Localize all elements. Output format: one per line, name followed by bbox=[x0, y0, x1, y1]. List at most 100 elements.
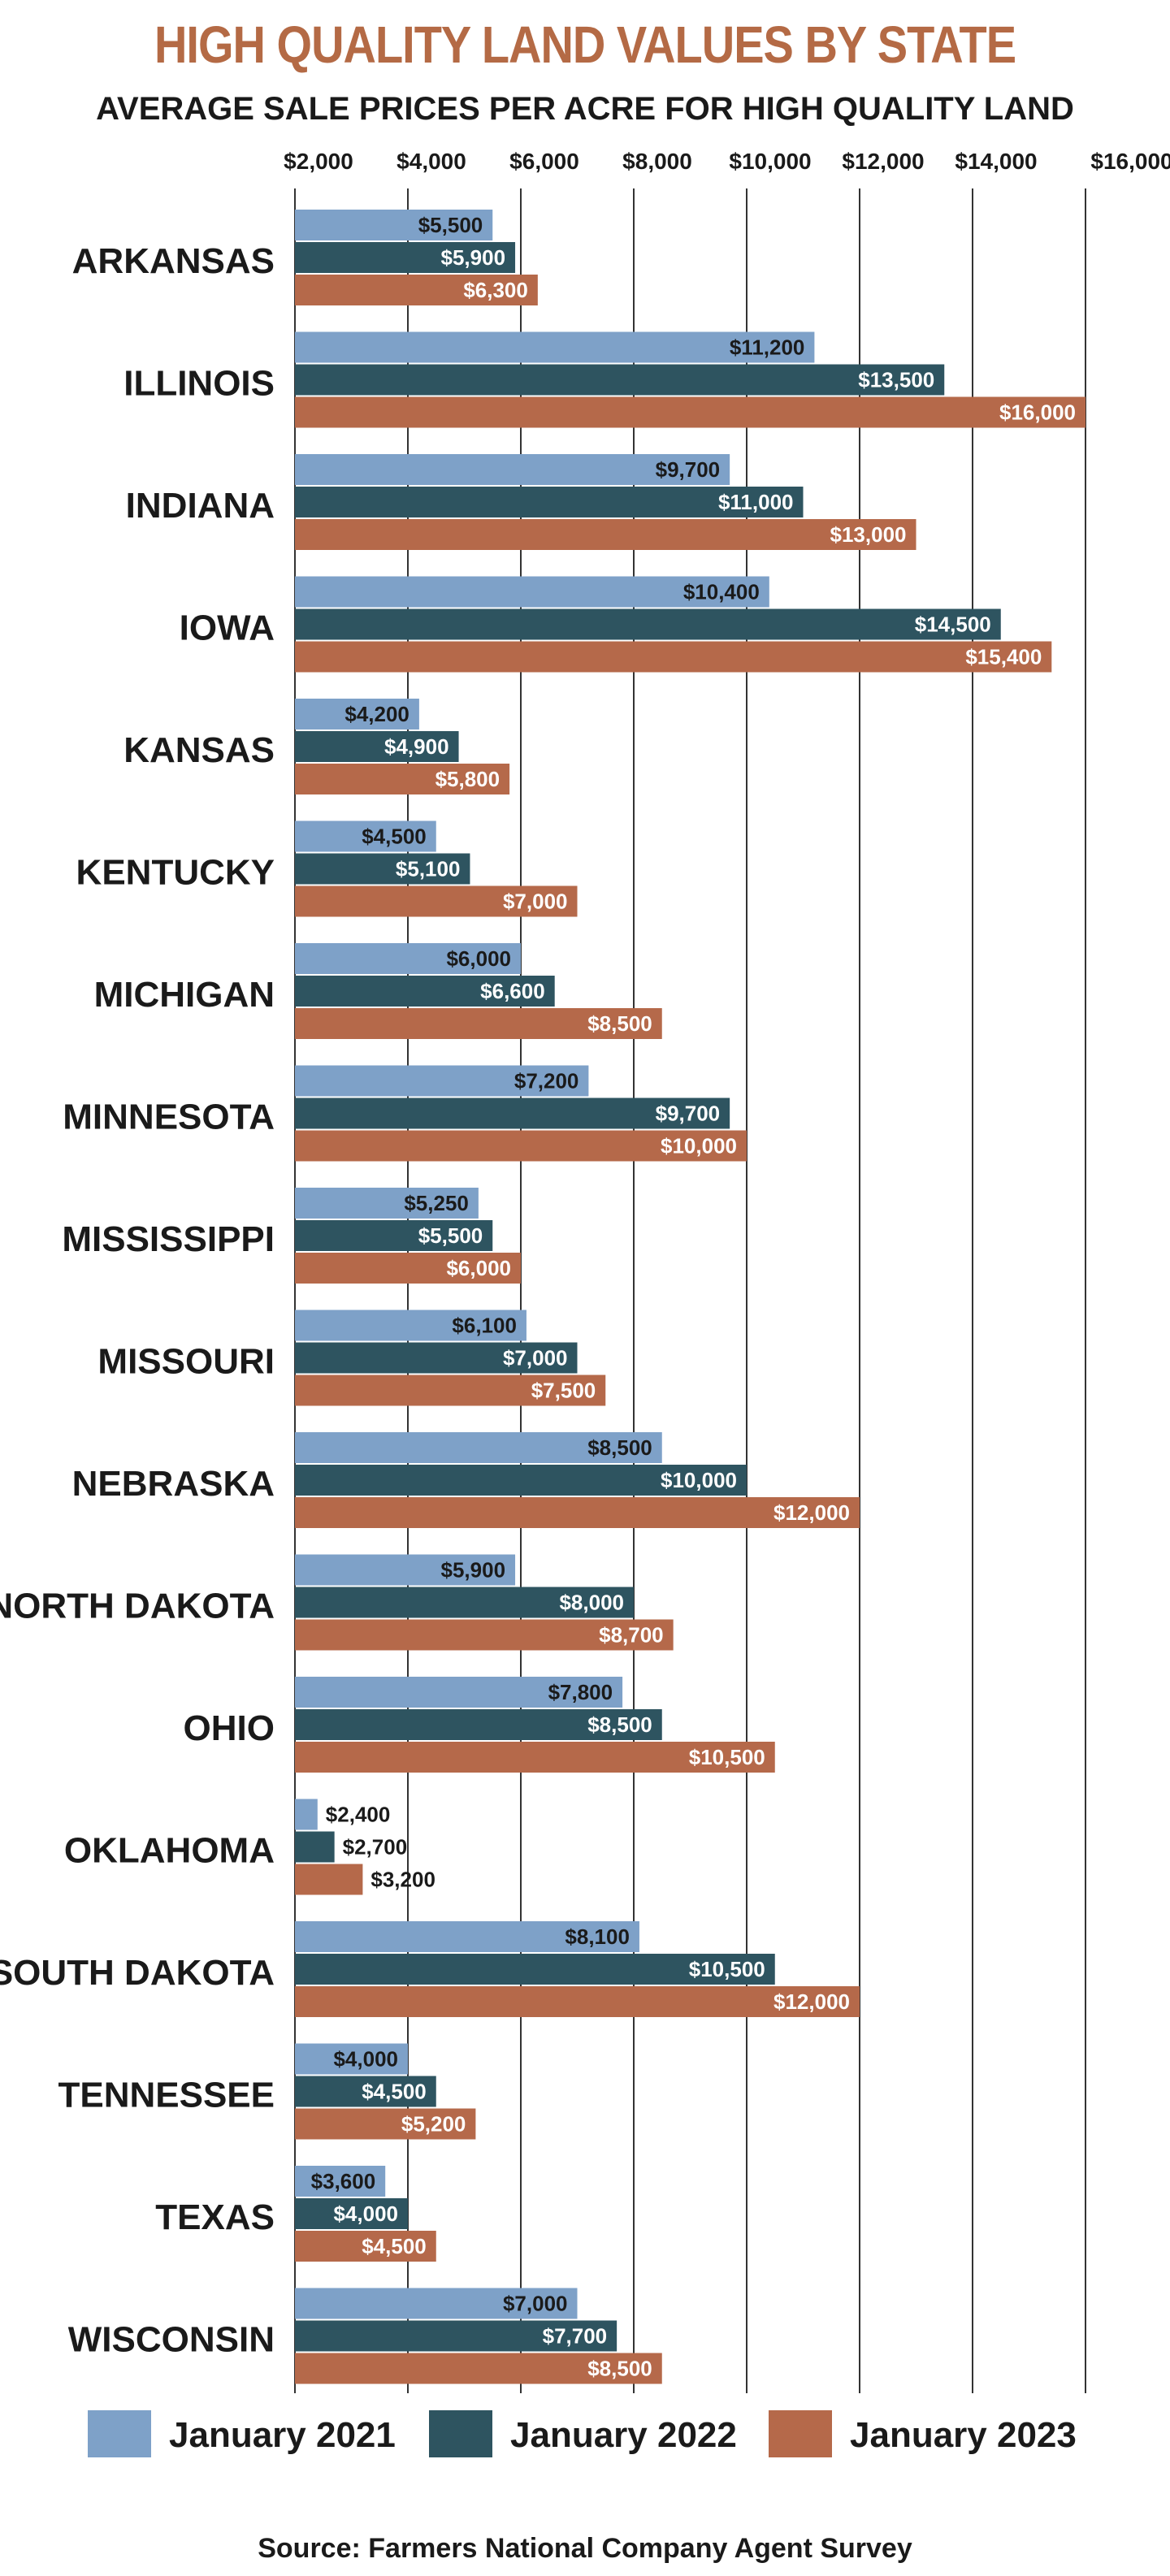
bar bbox=[295, 764, 510, 794]
bar bbox=[295, 641, 1052, 673]
data-label: $11,200 bbox=[730, 336, 805, 360]
state-label: INDIANA bbox=[126, 486, 275, 526]
bar bbox=[295, 820, 436, 852]
gridlines bbox=[294, 188, 1086, 2393]
bar bbox=[295, 1432, 662, 1463]
data-label: $5,900 bbox=[441, 245, 506, 270]
data-label: $5,800 bbox=[436, 767, 500, 791]
bar bbox=[295, 1342, 578, 1374]
bar bbox=[295, 364, 945, 396]
data-label: $6,300 bbox=[463, 278, 528, 302]
x-tick-label: $8,000 bbox=[622, 149, 692, 174]
chart-subtitle: AVERAGE SALE PRICES PER ACRE FOR HIGH QU… bbox=[96, 91, 1074, 127]
x-tick-labels: $2,000 $4,000 $6,000 $8,000 $10,000 $12,000 $1… bbox=[284, 149, 1170, 174]
data-label: $4,900 bbox=[384, 734, 449, 759]
data-label: $8,500 bbox=[587, 1712, 652, 1737]
legend-label: January 2022 bbox=[510, 2415, 737, 2455]
data-label: $5,900 bbox=[441, 1558, 506, 1582]
data-label: $5,200 bbox=[401, 2112, 466, 2137]
data-label: $8,000 bbox=[559, 1591, 624, 1615]
legend-label: January 2023 bbox=[850, 2415, 1077, 2455]
data-label: $15,400 bbox=[965, 645, 1042, 669]
data-label: $7,200 bbox=[514, 1069, 579, 1093]
data-label: $6,000 bbox=[446, 946, 511, 971]
bar bbox=[295, 2288, 578, 2319]
bar bbox=[295, 853, 470, 885]
bar bbox=[295, 2166, 386, 2197]
state-label: OKLAHOMA bbox=[64, 1831, 275, 1871]
bar bbox=[295, 1742, 775, 1773]
bar bbox=[295, 1310, 526, 1341]
bar bbox=[295, 275, 538, 305]
data-label: $7,800 bbox=[548, 1680, 613, 1704]
state-label: MISSISSIPPI bbox=[62, 1219, 275, 1259]
data-label: $12,000 bbox=[774, 1500, 850, 1525]
data-label: $13,500 bbox=[858, 368, 934, 392]
x-tick-label: $10,000 bbox=[729, 149, 811, 174]
data-label: $7,700 bbox=[543, 2324, 608, 2349]
state-label: MINNESOTA bbox=[63, 1098, 275, 1137]
state-label: MISSOURI bbox=[98, 1342, 275, 1382]
state-label: TENNESSEE bbox=[58, 2076, 275, 2115]
x-tick-label: $4,000 bbox=[396, 149, 466, 174]
state-label: WISCONSIN bbox=[68, 2320, 275, 2360]
state-label: TEXAS bbox=[155, 2197, 275, 2237]
legend-swatch bbox=[769, 2410, 832, 2457]
data-label: $6,600 bbox=[480, 979, 545, 1003]
data-label: $10,000 bbox=[661, 1134, 737, 1158]
legend: January 2021 January 2022 January 2023 bbox=[88, 2410, 1077, 2457]
data-label: $11,000 bbox=[718, 490, 794, 514]
data-label: $8,500 bbox=[587, 2357, 652, 2381]
bar bbox=[295, 943, 521, 974]
bar bbox=[295, 2353, 662, 2384]
legend-swatch bbox=[429, 2410, 492, 2457]
x-tick-label: $16,000 bbox=[1090, 149, 1170, 174]
bar bbox=[295, 1554, 516, 1586]
bar bbox=[295, 1220, 493, 1251]
state-label: KENTUCKY bbox=[76, 853, 275, 893]
bar bbox=[295, 242, 516, 273]
source-note: Source: Farmers National Company Agent S… bbox=[258, 2533, 912, 2564]
bar bbox=[295, 1098, 730, 1129]
data-label: $5,500 bbox=[418, 1223, 483, 1248]
bar bbox=[295, 608, 1001, 640]
bar bbox=[295, 1864, 363, 1895]
bar bbox=[295, 576, 769, 608]
x-tick-label: $12,000 bbox=[842, 149, 924, 174]
data-label: $5,500 bbox=[418, 213, 483, 237]
data-label: $3,200 bbox=[370, 1868, 436, 1892]
data-label: $4,000 bbox=[333, 2202, 398, 2226]
state-label: MICHIGAN bbox=[94, 975, 275, 1015]
state-label: NEBRASKA bbox=[72, 1464, 275, 1504]
bar bbox=[295, 1130, 747, 1162]
bar bbox=[295, 1799, 318, 1830]
data-label: $13,000 bbox=[830, 522, 907, 547]
bar bbox=[295, 396, 1086, 428]
bar bbox=[295, 1188, 479, 1219]
data-label: $2,700 bbox=[343, 1835, 408, 1859]
state-label: KANSAS bbox=[124, 730, 275, 770]
bar bbox=[295, 885, 578, 917]
data-label: $10,500 bbox=[689, 1957, 765, 1981]
data-label: $8,500 bbox=[587, 1435, 652, 1460]
bar bbox=[295, 210, 493, 240]
bar bbox=[295, 2198, 408, 2229]
x-tick-label: $2,000 bbox=[284, 149, 353, 174]
bar bbox=[295, 1587, 634, 1618]
data-label: $6,100 bbox=[452, 1314, 517, 1338]
bar bbox=[295, 2043, 408, 2075]
bar bbox=[295, 1986, 860, 2017]
data-label: $2,400 bbox=[326, 1803, 391, 1827]
bar bbox=[295, 731, 459, 762]
data-label: $8,500 bbox=[587, 1011, 652, 1036]
bar bbox=[295, 1619, 674, 1651]
bar bbox=[295, 2108, 476, 2140]
state-label: ARKANSAS bbox=[72, 241, 275, 281]
data-label: $4,500 bbox=[362, 2234, 427, 2258]
state-label: OHIO bbox=[184, 1708, 275, 1748]
bar bbox=[295, 2231, 436, 2262]
data-label: $4,500 bbox=[362, 2080, 427, 2104]
state-label: NORTH DAKOTA bbox=[0, 1587, 275, 1626]
data-label: $7,000 bbox=[503, 2292, 568, 2316]
